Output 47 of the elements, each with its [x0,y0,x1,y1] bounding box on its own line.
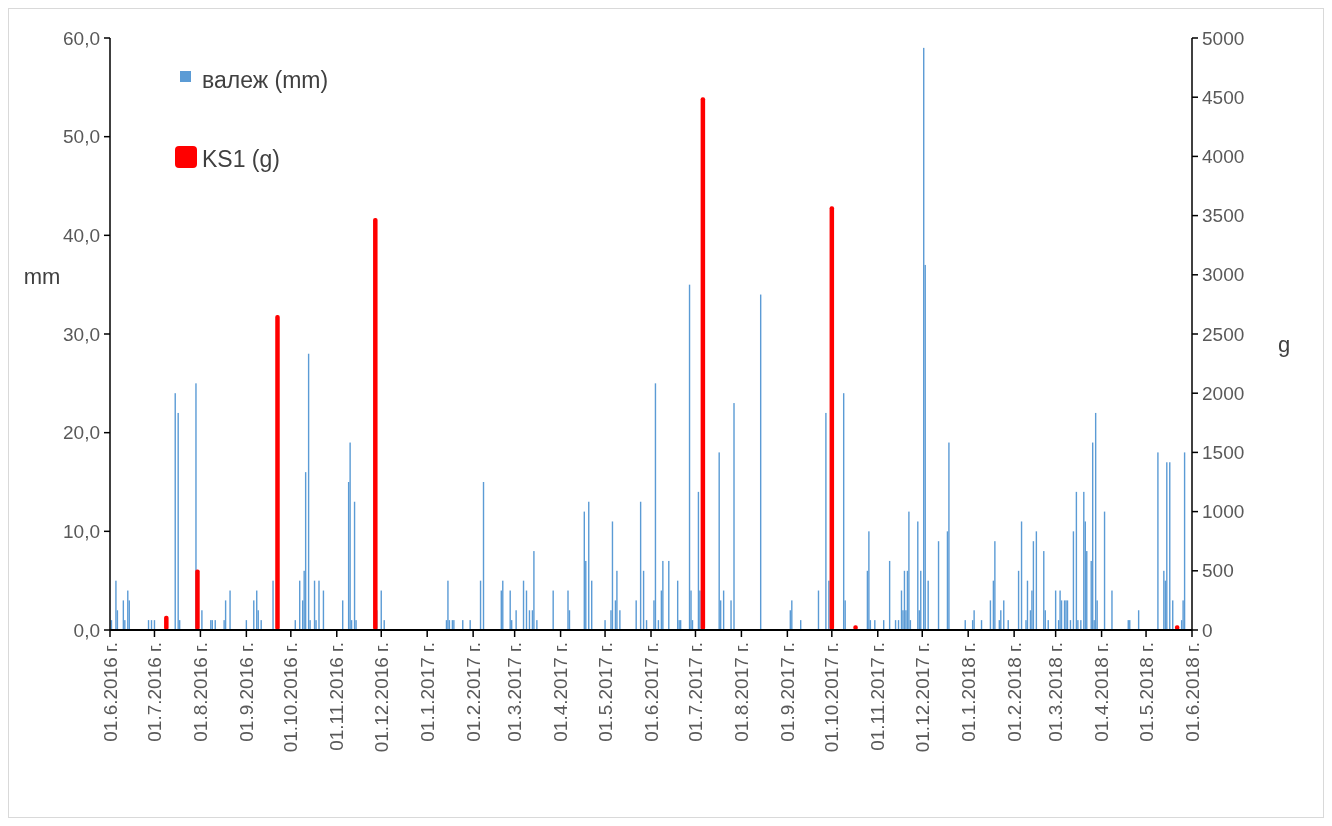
x-tick-label: 01.6.2017 г. [640,642,662,742]
y2-tick-label: 4500 [1202,86,1245,108]
x-tick-label: 01.10.2017 г. [821,642,843,753]
y2-axis-title: g [1277,332,1291,357]
y-tick-label: 30,0 [63,323,100,345]
x-tick-label: 01.4.2018 г. [1091,642,1113,742]
x-tick-label: 01.12.2016 г. [370,642,392,753]
y-tick-label: 0,0 [73,619,100,641]
y2-tick-label: 3000 [1202,264,1245,286]
y-tick-label: 40,0 [63,224,100,246]
x-tick-label: 01.9.2016 г. [236,642,258,742]
y-axis-title: mm [23,264,61,289]
x-tick-label: 01.4.2017 г. [550,642,572,742]
x-tick-label: 01.1.2018 г. [957,642,979,742]
y-tick-label: 50,0 [63,126,100,148]
x-tick-label: 01.7.2017 г. [685,642,707,742]
y2-tick-label: 1500 [1202,442,1245,464]
y-tick-label: 10,0 [63,520,100,542]
x-tick-label: 01.8.2016 г. [190,642,212,742]
x-tick-label: 01.3.2017 г. [504,642,526,742]
y2-tick-label: 3500 [1202,205,1245,227]
x-tick-label: 01.3.2018 г. [1045,642,1067,742]
y2-tick-label: 5000 [1202,27,1245,49]
legend-label: KS1 (g) [202,146,280,173]
x-tick-label: 01.8.2017 г. [731,642,753,742]
x-tick-label: 01.10.2016 г. [280,642,302,753]
x-tick-label: 01.5.2017 г. [594,642,616,742]
legend-label: валеж (mm) [202,67,329,94]
x-tick-label: 01.7.2016 г. [144,642,166,742]
x-tick-label: 01.2.2018 г. [1003,642,1025,742]
y-tick-label: 20,0 [63,422,100,444]
x-tick-label: 01.6.2018 г. [1181,642,1203,742]
x-tick-label: 01.11.2017 г. [867,642,889,751]
x-tick-label: 01.11.2016 г. [326,642,348,751]
y2-tick-label: 2500 [1202,323,1245,345]
y2-tick-label: 2000 [1202,382,1245,404]
x-tick-label: 01.12.2017 г. [911,642,933,753]
x-tick-label: 01.9.2017 г. [777,642,799,742]
y2-tick-label: 1000 [1202,501,1245,523]
x-tick-label: 01.1.2017 г. [416,642,438,742]
x-tick-label: 01.6.2016 г. [99,642,121,742]
x-tick-label: 01.2.2017 г. [462,642,484,742]
y2-tick-label: 500 [1202,560,1234,582]
y2-tick-label: 0 [1202,619,1213,641]
x-tick-label: 01.5.2018 г. [1135,642,1157,742]
y2-tick-label: 4000 [1202,146,1245,168]
y-tick-label: 60,0 [63,27,100,49]
